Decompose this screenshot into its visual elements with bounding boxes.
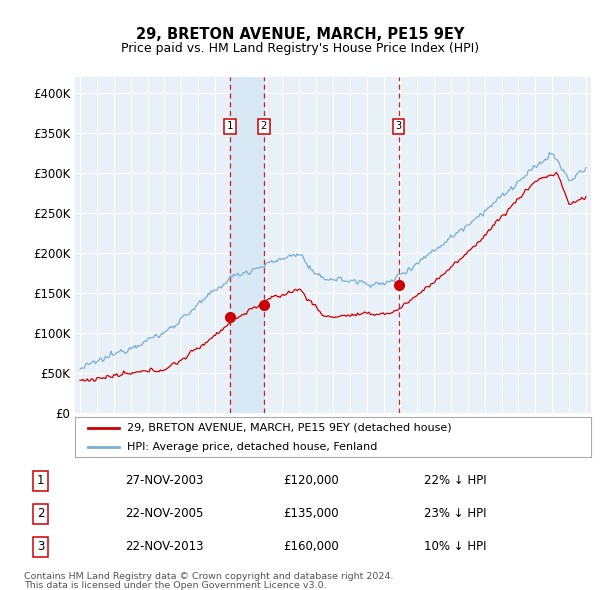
- Text: HPI: Average price, detached house, Fenland: HPI: Average price, detached house, Fenl…: [127, 442, 377, 452]
- Text: 22-NOV-2013: 22-NOV-2013: [125, 540, 204, 553]
- Text: 2: 2: [37, 507, 44, 520]
- Text: Price paid vs. HM Land Registry's House Price Index (HPI): Price paid vs. HM Land Registry's House …: [121, 42, 479, 55]
- Text: £135,000: £135,000: [283, 507, 339, 520]
- Text: 22-NOV-2005: 22-NOV-2005: [125, 507, 204, 520]
- Text: This data is licensed under the Open Government Licence v3.0.: This data is licensed under the Open Gov…: [24, 581, 326, 590]
- Text: Contains HM Land Registry data © Crown copyright and database right 2024.: Contains HM Land Registry data © Crown c…: [24, 572, 394, 581]
- Text: 29, BRETON AVENUE, MARCH, PE15 9EY: 29, BRETON AVENUE, MARCH, PE15 9EY: [136, 27, 464, 42]
- Bar: [230, 77, 264, 413]
- Text: 1: 1: [227, 122, 233, 132]
- Text: 3: 3: [395, 122, 402, 132]
- Text: 2: 2: [261, 122, 267, 132]
- Text: 23% ↓ HPI: 23% ↓ HPI: [424, 507, 487, 520]
- Text: 1: 1: [37, 474, 44, 487]
- Text: 27-NOV-2003: 27-NOV-2003: [125, 474, 204, 487]
- Text: £120,000: £120,000: [283, 474, 339, 487]
- Text: 10% ↓ HPI: 10% ↓ HPI: [424, 540, 487, 553]
- Text: 22% ↓ HPI: 22% ↓ HPI: [424, 474, 487, 487]
- Text: 3: 3: [37, 540, 44, 553]
- Text: 29, BRETON AVENUE, MARCH, PE15 9EY (detached house): 29, BRETON AVENUE, MARCH, PE15 9EY (deta…: [127, 422, 451, 432]
- Text: £160,000: £160,000: [283, 540, 339, 553]
